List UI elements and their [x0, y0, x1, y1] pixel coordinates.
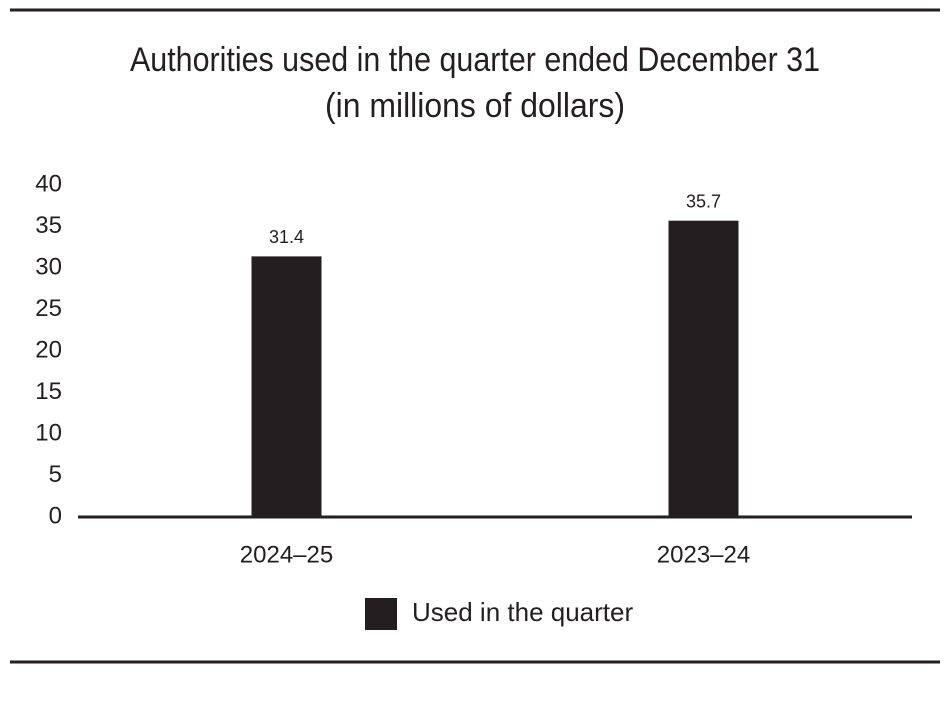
y-tick-label: 35: [35, 212, 62, 239]
y-tick-label: 40: [35, 170, 62, 197]
bar: [668, 220, 739, 517]
legend-label: Used in the quarter: [412, 597, 633, 627]
legend-swatch: [365, 598, 397, 630]
y-tick-label: 15: [35, 378, 62, 405]
y-tick-label: 25: [35, 295, 62, 322]
bar: [251, 256, 322, 517]
y-tick-label: 10: [35, 419, 62, 446]
chart-subtitle: (in millions of dollars): [325, 87, 625, 125]
x-tick-label: 2023–24: [657, 541, 750, 568]
y-tick-label: 20: [35, 336, 62, 363]
y-tick-label: 0: [49, 502, 62, 529]
x-tick-label: 2024–25: [240, 541, 333, 568]
chart-title: Authorities used in the quarter ended De…: [130, 41, 820, 79]
value-label: 35.7: [686, 191, 721, 211]
value-label: 31.4: [269, 227, 304, 247]
y-tick-label: 5: [49, 461, 62, 488]
y-tick-label: 30: [35, 253, 62, 280]
